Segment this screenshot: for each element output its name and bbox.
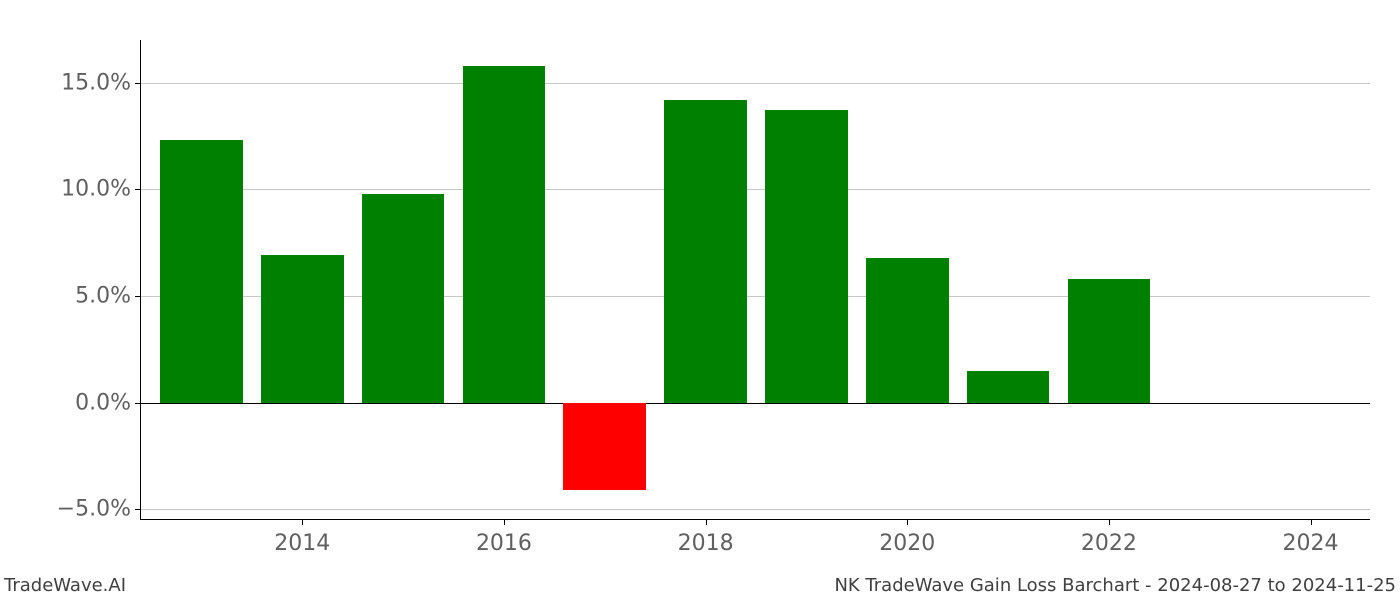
xtick-label: 2018 <box>678 519 734 556</box>
plot-area: −5.0%0.0%5.0%10.0%15.0%20142016201820202… <box>140 40 1370 520</box>
xtick-label: 2014 <box>274 519 330 556</box>
xtick-label: 2016 <box>476 519 532 556</box>
bar <box>967 371 1050 403</box>
bar <box>362 194 445 403</box>
xtick-label: 2024 <box>1283 519 1339 556</box>
ytick-label: 0.0% <box>75 390 141 415</box>
ytick-label: 10.0% <box>61 177 141 202</box>
footer-caption: NK TradeWave Gain Loss Barchart - 2024-0… <box>834 575 1396 596</box>
gridline <box>141 509 1370 510</box>
ytick-label: 5.0% <box>75 284 141 309</box>
bar <box>866 258 949 403</box>
bar <box>463 66 546 403</box>
bar <box>160 140 243 402</box>
ytick-label: −5.0% <box>57 497 141 522</box>
zero-baseline <box>141 403 1370 404</box>
footer-brand: TradeWave.AI <box>4 575 126 596</box>
xtick-label: 2022 <box>1081 519 1137 556</box>
chart-container: −5.0% 0.0% 5.0% 10.0% 15.0% 2014 2016 2018 2020 2… <box>0 0 1400 600</box>
gridline <box>141 189 1370 190</box>
bar <box>261 255 344 402</box>
ytick-label: 15.0% <box>61 70 141 95</box>
bar <box>765 110 848 402</box>
bar <box>563 403 646 490</box>
bar <box>1068 279 1151 403</box>
bar <box>664 100 747 403</box>
xtick-label: 2020 <box>879 519 935 556</box>
gridline <box>141 83 1370 84</box>
